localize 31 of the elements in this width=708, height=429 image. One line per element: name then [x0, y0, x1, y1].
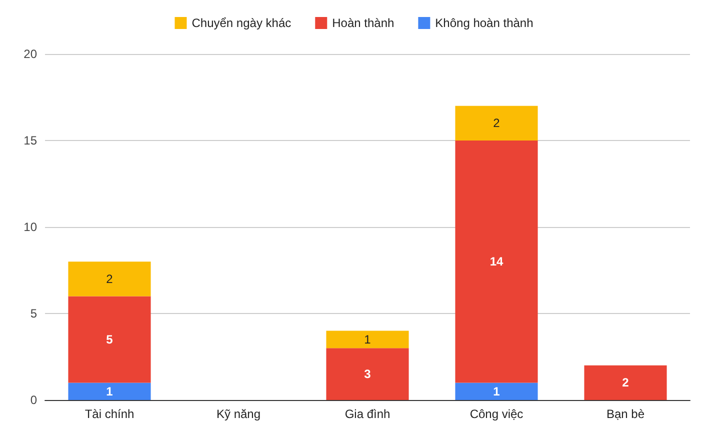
x-tick-label: Công việc: [470, 407, 524, 421]
legend-label: Không hoàn thành: [435, 16, 534, 30]
y-tick-label: 0: [30, 393, 38, 407]
data-label: 2: [106, 272, 114, 286]
y-tick-label: 5: [30, 306, 38, 320]
bar: [584, 365, 667, 400]
data-label: 2: [622, 376, 630, 390]
y-tick-label: 10: [24, 220, 38, 234]
bar: [68, 382, 151, 400]
y-tick-label: 15: [24, 134, 38, 148]
bar: [68, 262, 151, 296]
bar: [455, 382, 538, 400]
bar: [326, 330, 409, 348]
data-label: 1: [493, 384, 500, 398]
y-tick-label: 20: [24, 47, 38, 61]
data-label: 1: [106, 384, 114, 398]
legend-label: Chuyển ngày khác: [192, 16, 292, 30]
bar: [326, 348, 409, 400]
data-label: 3: [364, 367, 372, 382]
data-label: 2: [493, 116, 500, 130]
legend-label: Hoàn thành: [332, 16, 394, 30]
data-label: 14: [490, 254, 504, 269]
x-tick-label: Kỹ năng: [216, 407, 261, 421]
bar: [455, 140, 538, 383]
x-tick-label: Bạn bè: [606, 407, 645, 421]
bar: [68, 296, 151, 383]
data-label: 1: [364, 332, 372, 346]
data-label: 5: [106, 332, 114, 346]
x-tick-label: Gia đình: [344, 407, 390, 421]
x-tick-label: Tài chính: [84, 407, 134, 421]
bar: [455, 106, 538, 140]
